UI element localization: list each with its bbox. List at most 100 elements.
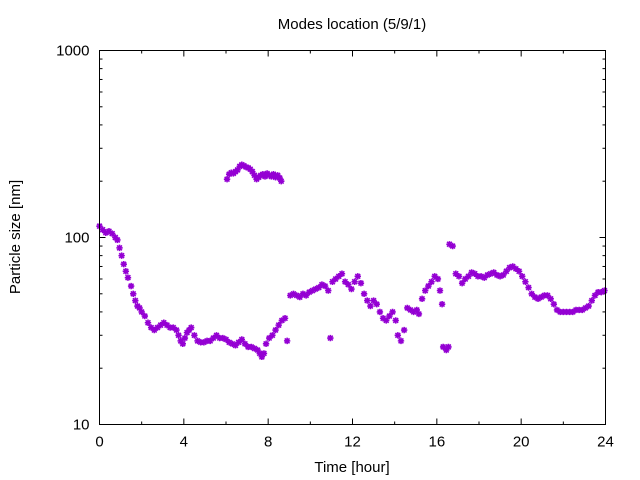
data-point xyxy=(500,271,507,279)
data-point xyxy=(445,343,452,351)
data-point xyxy=(213,332,220,339)
data-point xyxy=(315,284,322,291)
data-point xyxy=(256,350,263,357)
data-point xyxy=(287,292,294,299)
data-point xyxy=(455,273,463,280)
x-axis-label: Time [hour] xyxy=(314,459,389,476)
data-point xyxy=(251,172,258,179)
data-point xyxy=(144,319,152,326)
data-point xyxy=(132,297,139,304)
data-point xyxy=(515,268,523,275)
data-point xyxy=(175,332,182,339)
data-point xyxy=(579,306,586,314)
data-point xyxy=(127,282,135,290)
data-point xyxy=(181,334,189,342)
chart-title: Modes location (5/9/1) xyxy=(278,16,426,33)
data-point xyxy=(147,324,155,331)
data-point xyxy=(471,270,478,277)
data-point xyxy=(157,321,164,329)
data-point xyxy=(519,273,526,280)
data-point xyxy=(200,339,208,346)
data-point xyxy=(370,297,377,304)
data-point xyxy=(262,340,270,348)
data-point xyxy=(290,290,297,297)
data-point xyxy=(379,315,387,322)
data-point xyxy=(345,281,352,288)
data-point xyxy=(534,295,542,303)
data-point xyxy=(367,302,374,310)
data-points xyxy=(96,161,608,361)
data-point xyxy=(251,345,258,352)
data-point xyxy=(598,288,605,296)
data-point xyxy=(389,308,396,316)
data-point xyxy=(99,226,106,233)
data-point xyxy=(404,304,411,312)
data-point xyxy=(124,274,132,281)
data-point xyxy=(525,284,532,291)
data-point xyxy=(434,275,442,283)
data-point xyxy=(248,343,255,351)
data-point xyxy=(206,337,214,345)
data-point xyxy=(191,332,198,339)
data-point xyxy=(270,171,277,178)
data-point xyxy=(281,315,289,322)
data-point xyxy=(591,292,599,299)
data-point xyxy=(496,273,504,280)
data-point xyxy=(238,336,246,343)
data-point xyxy=(509,263,516,270)
data-point xyxy=(235,339,242,346)
data-point xyxy=(357,279,365,287)
y-tick-label: 10 xyxy=(73,417,90,434)
data-point xyxy=(341,278,349,285)
data-point xyxy=(418,295,426,303)
data-point xyxy=(392,317,399,324)
data-point xyxy=(241,340,249,348)
data-point xyxy=(120,260,127,268)
data-point xyxy=(118,252,125,259)
data-point xyxy=(296,293,303,301)
data-point xyxy=(487,270,494,277)
data-point xyxy=(130,290,137,297)
data-point xyxy=(582,304,589,312)
y-tick-label: 1000 xyxy=(56,43,89,60)
data-point xyxy=(528,290,535,297)
data-point xyxy=(351,278,358,285)
data-point xyxy=(278,178,285,185)
x-tick-label: 8 xyxy=(264,434,272,451)
data-point xyxy=(531,293,539,301)
data-point xyxy=(415,310,423,318)
data-point xyxy=(436,287,444,294)
plot-frame xyxy=(99,50,606,425)
data-point xyxy=(383,317,390,324)
data-point xyxy=(116,244,123,252)
data-point xyxy=(260,350,268,357)
x-tick-label: 24 xyxy=(597,434,614,451)
data-point xyxy=(438,300,446,308)
y-tick-label: 100 xyxy=(64,230,89,247)
data-point xyxy=(329,278,336,285)
data-point xyxy=(512,265,520,273)
data-point xyxy=(225,339,233,346)
data-point xyxy=(544,292,551,299)
data-point xyxy=(261,173,269,180)
data-point xyxy=(465,273,472,280)
axis-ticks: 0 4 8 12 16 20 24 10 100 1000 xyxy=(56,43,614,451)
data-point xyxy=(547,295,554,303)
x-tick-label: 12 xyxy=(344,434,361,451)
data-point xyxy=(327,334,334,342)
data-point xyxy=(425,282,432,290)
data-point xyxy=(386,312,393,320)
data-point xyxy=(394,332,402,339)
data-point xyxy=(443,346,450,354)
data-point xyxy=(105,228,113,235)
data-point xyxy=(585,302,592,310)
data-point xyxy=(452,270,460,277)
data-point xyxy=(506,264,513,271)
data-point xyxy=(354,273,361,280)
data-point xyxy=(400,326,408,334)
data-point xyxy=(338,270,346,277)
data-point xyxy=(503,268,510,275)
data-point xyxy=(163,321,171,329)
data-point xyxy=(321,282,329,290)
data-point xyxy=(249,168,256,175)
